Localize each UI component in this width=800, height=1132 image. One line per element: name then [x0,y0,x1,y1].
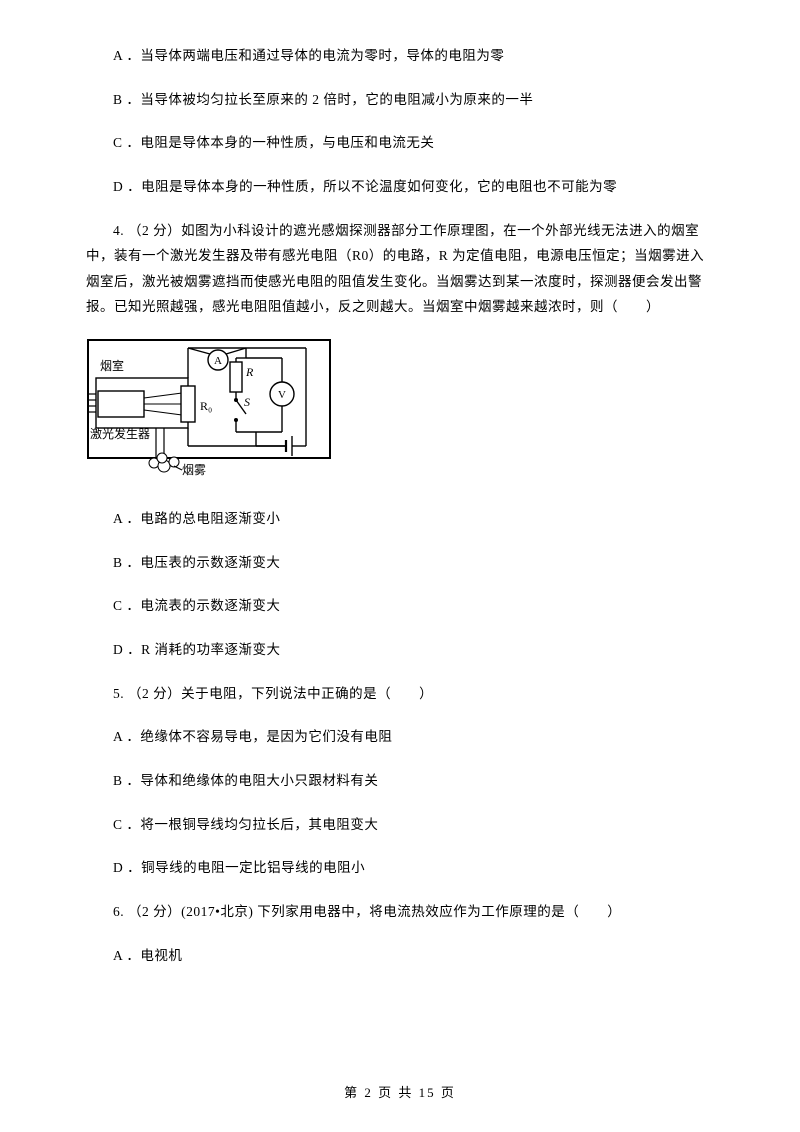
q3-option-a: A ．当导体两端电压和通过导体的电流为零时，导体的电阻为零 [86,43,714,69]
q5-option-c: C ．将一根铜导线均匀拉长后，其电阻变大 [86,812,714,838]
q4-option-d: D ．R 消耗的功率逐渐变大 [86,637,714,663]
label-V: V [278,389,286,401]
label-A: A [214,355,222,367]
q4-option-a: A ．电路的总电阻逐渐变小 [86,506,714,532]
q5-option-d: D ．铜导线的电阻一定比铝导线的电阻小 [86,855,714,881]
label-S: S [244,395,250,409]
q3-option-c: C ．电阻是导体本身的一种性质，与电压和电流无关 [86,130,714,156]
label-smoke: 烟雾 [182,463,206,477]
page: A ．当导体两端电压和通过导体的电流为零时，导体的电阻为零 B ．当导体被均匀拉… [0,0,800,1132]
label-chamber: 烟室 [100,358,124,373]
q4-option-c: C ．电流表的示数逐渐变大 [86,593,714,619]
label-R0: R₀ [200,399,212,413]
circuit-diagram: R₀ A R S V [86,338,714,492]
q3-option-d: D ．电阻是导体本身的一种性质，所以不论温度如何变化，它的电阻也不可能为零 [86,174,714,200]
q5-option-b: B ．导体和绝缘体的电阻大小只跟材料有关 [86,768,714,794]
q5-stem: 5. （2 分）关于电阻，下列说法中正确的是（ ） [86,681,714,707]
q6-option-a: A ．电视机 [86,943,714,969]
q4-stem: 4. （2 分）如图为小科设计的遮光感烟探测器部分工作原理图，在一个外部光线无法… [86,218,714,321]
label-laser: 激光发生器 [90,426,150,441]
q3-option-b: B ．当导体被均匀拉长至原来的 2 倍时，它的电阻减小为原来的一半 [86,87,714,113]
page-footer: 第 2 页 共 15 页 [0,1081,800,1106]
q4-option-b: B ．电压表的示数逐渐变大 [86,550,714,576]
q5-option-a: A ．绝缘体不容易导电，是因为它们没有电阻 [86,724,714,750]
q6-stem: 6. （2 分）(2017•北京) 下列家用电器中，将电流热效应作为工作原理的是… [86,899,714,925]
label-R: R [245,365,254,379]
